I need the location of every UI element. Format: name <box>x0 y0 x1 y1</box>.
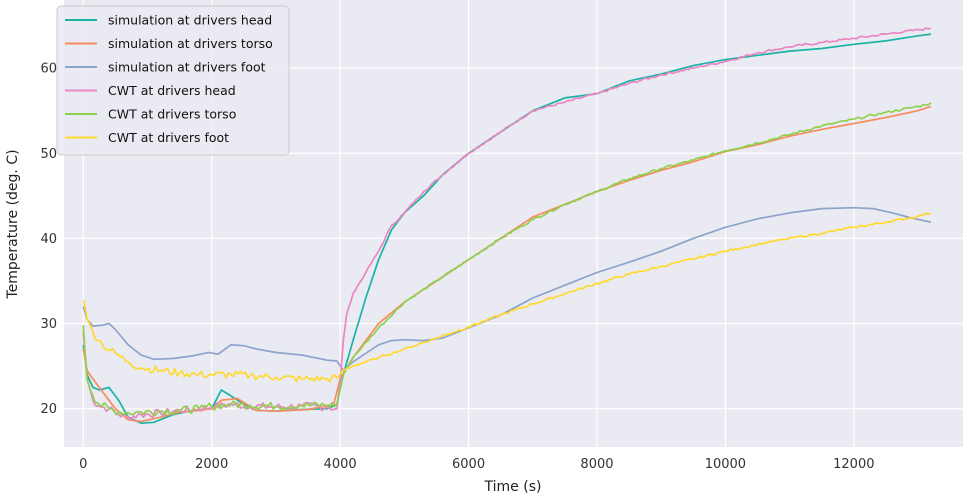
series-line-5 <box>82 212 932 383</box>
y-axis-ticks: 20 30 40 50 60 <box>40 62 57 418</box>
legend-label-5: CWT at drivers foot <box>108 130 229 145</box>
x-axis-ticks: 0 2000 4000 6000 8000 10000 12000 <box>79 457 874 472</box>
x-tick-label-6: 12000 <box>833 457 874 472</box>
series-line-2 <box>82 206 932 372</box>
y-axis-title: Temperature (deg. C) <box>5 149 21 299</box>
legend: simulation at drivers head simulation at … <box>56 5 290 156</box>
x-tick-label-1: 2000 <box>195 457 228 472</box>
legend-label-4: CWT at drivers torso <box>108 107 236 122</box>
series-line-3 <box>82 27 932 421</box>
legend-label-2: simulation at drivers foot <box>108 60 266 75</box>
series-lines <box>82 27 932 425</box>
y-tick-label-4: 60 <box>40 62 57 77</box>
y-tick-label-1: 30 <box>40 317 57 332</box>
x-tick-label-4: 8000 <box>580 457 613 472</box>
x-axis-title: Time (s) <box>484 479 542 495</box>
y-tick-label-3: 50 <box>40 147 57 162</box>
legend-label-3: CWT at drivers head <box>108 83 236 98</box>
x-tick-label-5: 10000 <box>705 457 746 472</box>
series-line-0 <box>82 33 932 425</box>
x-tick-label-0: 0 <box>79 457 87 472</box>
legend-label-0: simulation at drivers head <box>108 13 272 28</box>
y-tick-label-2: 40 <box>40 232 57 247</box>
series-line-4 <box>82 102 932 417</box>
y-tick-label-0: 20 <box>40 402 57 417</box>
x-tick-label-2: 4000 <box>324 457 357 472</box>
legend-label-1: simulation at drivers torso <box>108 36 273 51</box>
legend-frame <box>56 5 290 156</box>
x-tick-label-3: 6000 <box>452 457 485 472</box>
